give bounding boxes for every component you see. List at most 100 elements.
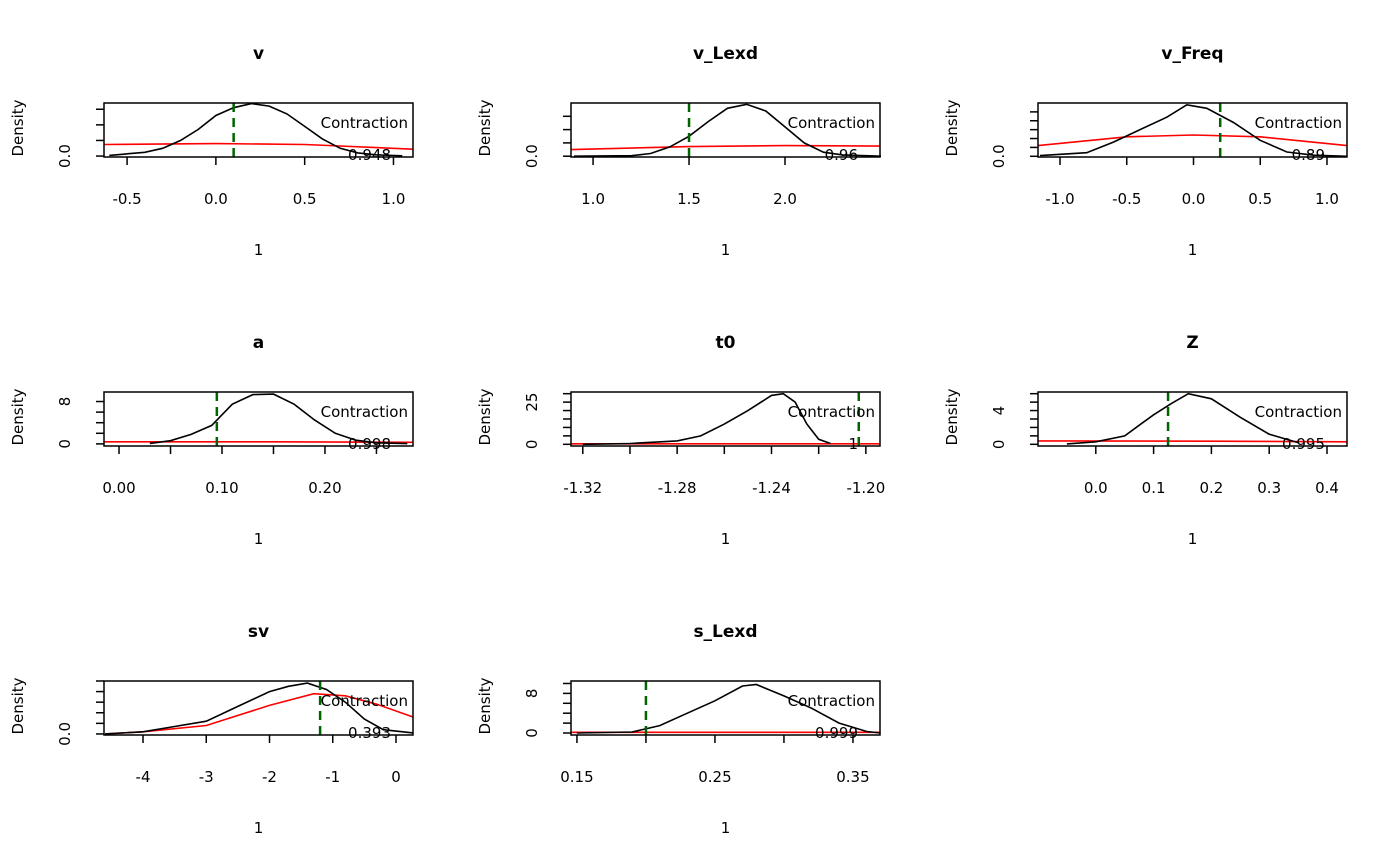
contraction-label: Contraction xyxy=(788,692,875,710)
panel-v: v 1 Density Contraction 0.948 -0.5 0.0 0.5 1.0 0.… xyxy=(9,44,414,259)
x-axis-label: 1 xyxy=(721,530,731,548)
y-tick-label: 0 xyxy=(523,440,541,450)
panel-a: a 1 Density Contraction 0.998 0.00 0.10 0.20 0 8 xyxy=(9,333,414,548)
x-axis-label: 1 xyxy=(254,241,264,259)
x-tick-label: -1.20 xyxy=(846,479,885,497)
y-tick-label: 8 xyxy=(56,397,74,407)
panel-Z: Z 1 Density Contraction 0.995 0.0 0.1 0.2 0.3 0.4… xyxy=(943,333,1348,548)
x-tick-label: 1.0 xyxy=(581,190,605,208)
posterior-density-curve xyxy=(1066,392,1299,445)
x-axis-label: 1 xyxy=(721,819,731,837)
panel-t0: t0 1 Density Contraction 1 -1.32 -1.28 -1.24 -1.… xyxy=(476,333,885,548)
x-tick-label: -1.28 xyxy=(658,479,697,497)
y-axis-label: Density xyxy=(476,99,494,156)
x-tick-label: -2 xyxy=(262,768,277,786)
x-tick-label: 0.3 xyxy=(1257,479,1281,497)
x-tick-label: 0.15 xyxy=(560,768,593,786)
y-axis-label: Density xyxy=(943,99,961,156)
x-tick-label: 1.0 xyxy=(382,190,406,208)
x-tick-label: 0.25 xyxy=(698,768,731,786)
contraction-value: 0.96 xyxy=(825,146,858,164)
posterior-density-curve xyxy=(105,682,414,735)
y-axis-label: Density xyxy=(476,388,494,445)
y-tick-label: 0 xyxy=(56,439,74,449)
y-tick-label: 0.0 xyxy=(990,144,1008,168)
x-tick-label: 0.35 xyxy=(836,768,869,786)
y-axis-label: Density xyxy=(9,99,27,156)
contraction-value: 0.998 xyxy=(348,435,391,453)
contraction-value: 0.995 xyxy=(1282,435,1325,453)
plot-frame xyxy=(103,680,414,736)
posterior-density-curve xyxy=(582,392,831,446)
y-tick-label: 0.0 xyxy=(56,144,74,168)
x-tick-label: -1.0 xyxy=(1045,190,1074,208)
x-axis-label: 1 xyxy=(254,530,264,548)
plot-frame xyxy=(103,391,414,447)
x-tick-label: -3 xyxy=(199,768,214,786)
posterior-density-curve xyxy=(576,683,881,734)
contraction-label: Contraction xyxy=(1255,403,1342,421)
contraction-label: Contraction xyxy=(1255,114,1342,132)
x-tick-label: 0.2 xyxy=(1199,479,1223,497)
plot-frame xyxy=(570,680,881,736)
panel-title: a xyxy=(253,333,264,353)
panel-title: v xyxy=(253,44,264,64)
y-tick-label: 0 xyxy=(990,440,1008,450)
x-tick-label: 0.00 xyxy=(102,479,135,497)
x-tick-label: -1.24 xyxy=(752,479,791,497)
x-axis-label: 1 xyxy=(254,819,264,837)
panel-title: sv xyxy=(248,622,269,642)
x-tick-label: -0.5 xyxy=(112,190,141,208)
x-tick-label: 0.5 xyxy=(1248,190,1272,208)
contraction-value: 0.89 xyxy=(1292,146,1325,164)
posterior-density-curve xyxy=(149,393,408,445)
plot-frame xyxy=(103,102,414,158)
contraction-label: Contraction xyxy=(321,403,408,421)
panel-title: v_Lexd xyxy=(693,44,758,64)
x-axis-label: 1 xyxy=(721,241,731,259)
x-tick-label: 0.1 xyxy=(1142,479,1166,497)
y-tick-label: 25 xyxy=(523,393,541,412)
panel-v_Lexd: v_Lexd 1 Density Contraction 0.96 1.0 1.5 2.0 0.… xyxy=(476,44,882,259)
posterior-density-curve xyxy=(1039,103,1348,158)
x-tick-label: 0.0 xyxy=(1084,479,1108,497)
panel-sv: sv 1 Density Contraction 0.393 -4 -3 -2 -1 0 0.0 xyxy=(9,622,414,837)
contraction-label: Contraction xyxy=(321,692,408,710)
y-tick-label: 0.0 xyxy=(523,144,541,168)
posterior-density-curve xyxy=(109,102,403,157)
x-axis-label: 1 xyxy=(1188,530,1198,548)
y-axis-label: Density xyxy=(476,677,494,734)
panel-title: t0 xyxy=(716,333,736,353)
panel-title: s_Lexd xyxy=(693,622,757,642)
x-axis-label: 1 xyxy=(1188,241,1198,259)
contraction-value: 1 xyxy=(848,435,858,453)
x-tick-label: 0.4 xyxy=(1315,479,1339,497)
x-tick-label: 0.10 xyxy=(205,479,238,497)
x-tick-label: -4 xyxy=(136,768,151,786)
y-axis-label: Density xyxy=(9,388,27,445)
contraction-value: 0.393 xyxy=(348,724,391,742)
panel-s_Lexd: s_Lexd 1 Density Contraction 0.999 0.15 0.25 0.… xyxy=(476,622,881,837)
x-tick-label: 1.5 xyxy=(677,190,701,208)
x-tick-label: 0.0 xyxy=(204,190,228,208)
prior-curve xyxy=(1037,134,1348,147)
x-tick-label: -1.32 xyxy=(563,479,602,497)
panel-title: v_Freq xyxy=(1161,44,1223,64)
contraction-label: Contraction xyxy=(321,114,408,132)
x-tick-label: 2.0 xyxy=(773,190,797,208)
contraction-label: Contraction xyxy=(788,114,875,132)
y-axis-label: Density xyxy=(943,388,961,445)
y-tick-label: 4 xyxy=(990,406,1008,416)
prior-curve xyxy=(103,142,414,150)
x-tick-label: 0.5 xyxy=(293,190,317,208)
posterior-density-curve xyxy=(573,103,882,157)
contraction-value: 0.948 xyxy=(348,146,391,164)
y-axis-label: Density xyxy=(9,677,27,734)
x-tick-label: -1 xyxy=(325,768,340,786)
panel-v_Freq: v_Freq 1 Density Contraction 0.89 -1.0 -0.5 0.0… xyxy=(943,44,1348,259)
y-tick-label: 8 xyxy=(523,689,541,699)
prior-curve xyxy=(570,144,881,151)
contraction-value: 0.999 xyxy=(815,724,858,742)
x-tick-label: 1.0 xyxy=(1315,190,1339,208)
